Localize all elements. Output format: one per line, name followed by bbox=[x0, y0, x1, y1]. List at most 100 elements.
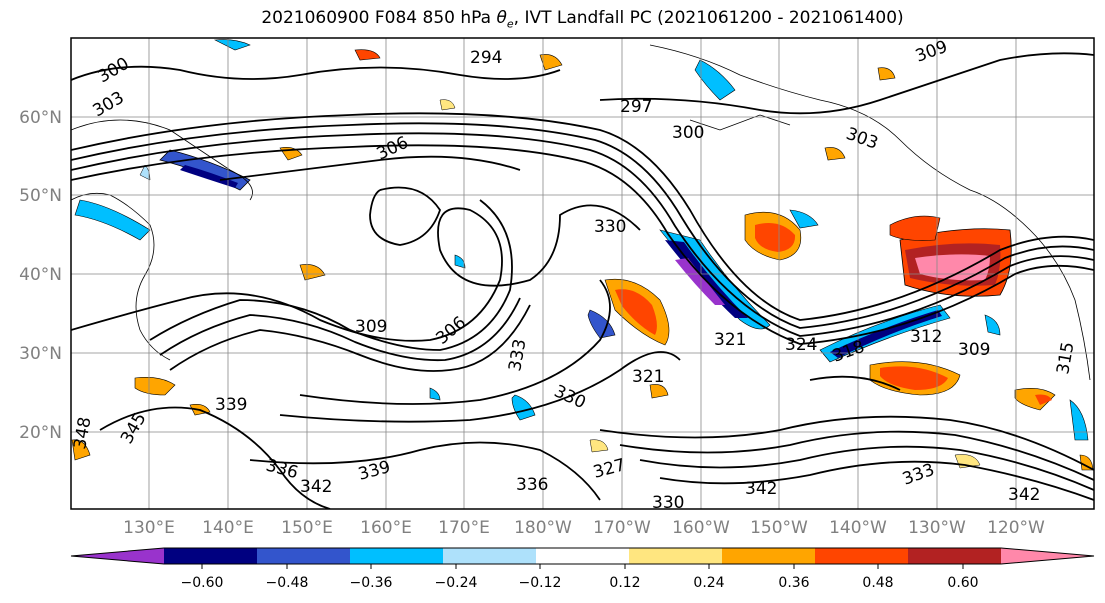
contour-line bbox=[99, 406, 331, 509]
lon-label: 160°E bbox=[360, 518, 412, 538]
positive-anomaly-patch bbox=[354, 49, 381, 61]
contour-line bbox=[71, 132, 1094, 337]
colorbar-segment bbox=[629, 548, 722, 564]
positive-anomaly-patch bbox=[1014, 388, 1056, 411]
contour-label: 336 bbox=[516, 475, 548, 495]
title-prefix: 2021060900 F084 850 hPa bbox=[261, 8, 497, 28]
negative-anomaly-patch bbox=[74, 199, 151, 241]
map-title: 2021060900 F084 850 hPa θe, IVT Landfall… bbox=[0, 8, 1105, 30]
positive-anomaly-patch bbox=[1035, 394, 1052, 405]
lon-label: 150°W bbox=[750, 518, 808, 538]
contour-label: 321 bbox=[632, 367, 664, 387]
lon-label: 170°W bbox=[593, 518, 651, 538]
lon-label: 160°W bbox=[672, 518, 730, 538]
positive-anomaly-patch bbox=[877, 67, 896, 81]
colorbar-tick-label: 0.36 bbox=[778, 575, 809, 591]
colorbar-segment bbox=[815, 548, 908, 564]
contour-line bbox=[599, 52, 1094, 115]
lat-label: 40°N bbox=[19, 265, 62, 285]
positive-anomaly-patch bbox=[755, 222, 796, 252]
lat-label: 20°N bbox=[19, 423, 62, 443]
positive-anomaly-patch bbox=[539, 54, 563, 71]
contour-line bbox=[71, 112, 1094, 321]
contour-label: 330 bbox=[652, 493, 684, 513]
colorbar-tick-label: −0.48 bbox=[266, 575, 309, 591]
contour-label: 324 bbox=[785, 335, 817, 355]
contour-line bbox=[619, 430, 1094, 481]
contour-line bbox=[71, 204, 641, 342]
contour-line bbox=[169, 304, 531, 372]
contour-label: 309 bbox=[958, 340, 990, 360]
colorbar: −0.60 −0.48 −0.36 −0.24 −0.12 0.12 0.24 … bbox=[70, 547, 1095, 591]
contour-label: 294 bbox=[470, 48, 502, 68]
longitude-labels: 130°E 140°E 150°E 160°E 170°E 180°W 170°… bbox=[123, 518, 1045, 538]
lat-label: 60°N bbox=[19, 108, 62, 128]
negative-anomaly-patch bbox=[213, 39, 251, 51]
positive-anomaly-patch bbox=[880, 366, 948, 390]
colorbar-tick-label: −0.24 bbox=[435, 575, 478, 591]
contour-line bbox=[299, 279, 611, 405]
lat-label: 50°N bbox=[19, 186, 62, 206]
contour-line bbox=[71, 122, 1094, 329]
colorbar-segment bbox=[908, 548, 1001, 564]
colorbar-segment bbox=[164, 548, 257, 564]
colorbar-tick-label: 0.60 bbox=[947, 575, 978, 591]
lon-label: 140°W bbox=[829, 518, 887, 538]
colorbar-segments bbox=[70, 547, 1095, 565]
contour-label: 339 bbox=[215, 395, 247, 415]
latitude-labels: 20°N 30°N 40°N 50°N 60°N bbox=[19, 108, 62, 443]
positive-anomaly-patch bbox=[299, 264, 326, 281]
positive-anomaly-patch bbox=[615, 289, 657, 335]
contour-line bbox=[71, 144, 1094, 345]
positive-anomaly-patch bbox=[71, 439, 91, 461]
colorbar-tick-label: 0.12 bbox=[609, 575, 640, 591]
lon-label: 180°W bbox=[514, 518, 572, 538]
positive-anomaly-patch bbox=[134, 377, 176, 396]
contour-label: 309 bbox=[355, 317, 387, 337]
lon-label: 130°E bbox=[123, 518, 175, 538]
colorbar-tick-label: 0.48 bbox=[862, 575, 893, 591]
contour-line bbox=[149, 199, 513, 351]
lon-label: 140°E bbox=[202, 518, 254, 538]
asia-coastline bbox=[71, 192, 171, 361]
colorbar-tick-label: 0.24 bbox=[693, 575, 724, 591]
negative-anomaly-patch bbox=[429, 387, 441, 401]
positive-anomaly-patch bbox=[589, 439, 609, 453]
contour-label: 321 bbox=[714, 330, 746, 350]
lon-label: 120°W bbox=[987, 518, 1045, 538]
colorbar-extend-low bbox=[71, 548, 164, 564]
negative-anomaly-patch bbox=[587, 309, 616, 339]
colorbar-ticks bbox=[201, 564, 964, 569]
lon-label: 130°W bbox=[908, 518, 966, 538]
contour-line bbox=[639, 445, 1094, 491]
contour-label: 297 bbox=[620, 97, 652, 117]
lon-label: 150°E bbox=[281, 518, 333, 538]
positive-anomaly-patch bbox=[439, 99, 456, 111]
contour-line bbox=[659, 460, 1094, 501]
coastlines bbox=[71, 44, 1091, 381]
map-panel: 294 297 300 300 303 303 306 306 309 309 … bbox=[70, 37, 1095, 513]
contour-label: 342 bbox=[745, 479, 777, 499]
title-theta-symbol: θ bbox=[496, 8, 507, 28]
contour-line bbox=[369, 186, 441, 246]
contour-label: 312 bbox=[910, 327, 942, 347]
colorbar-segment bbox=[257, 548, 350, 564]
contour-label: 342 bbox=[1008, 485, 1040, 505]
lat-label: 30°N bbox=[19, 344, 62, 364]
contour-lines bbox=[71, 52, 1094, 509]
contour-line bbox=[599, 415, 1094, 471]
negative-anomaly-patch bbox=[454, 254, 466, 269]
contour-line bbox=[809, 375, 901, 391]
negative-anomaly-patch bbox=[180, 165, 238, 188]
colorbar-tick-labels: −0.60 −0.48 −0.36 −0.24 −0.12 0.12 0.24 … bbox=[181, 575, 979, 591]
contour-line bbox=[159, 297, 521, 362]
contour-label: 300 bbox=[672, 123, 704, 143]
negative-anomaly-patch bbox=[694, 59, 736, 101]
positive-anomaly-patch bbox=[824, 147, 846, 161]
title-suffix: , IVT Landfall PC (2021061200 - 20210614… bbox=[513, 8, 904, 28]
negative-anomaly-patch bbox=[984, 314, 1001, 336]
america-coastline bbox=[649, 44, 1091, 381]
colorbar-tick-label: −0.12 bbox=[519, 575, 562, 591]
colorbar-tick-label: −0.36 bbox=[350, 575, 393, 591]
positive-anomaly-patch bbox=[649, 384, 669, 399]
